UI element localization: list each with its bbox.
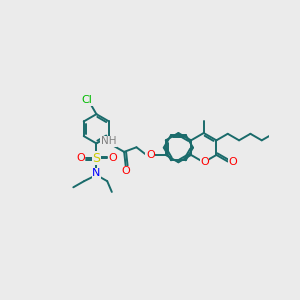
Text: NH: NH xyxy=(101,136,116,146)
Text: O: O xyxy=(146,150,155,160)
Text: N: N xyxy=(92,168,100,178)
Text: Cl: Cl xyxy=(82,95,93,105)
Text: S: S xyxy=(92,152,101,164)
Text: O: O xyxy=(108,153,117,163)
Text: O: O xyxy=(121,166,130,176)
Text: O: O xyxy=(229,157,238,166)
Text: O: O xyxy=(76,153,85,163)
Text: O: O xyxy=(200,157,209,167)
